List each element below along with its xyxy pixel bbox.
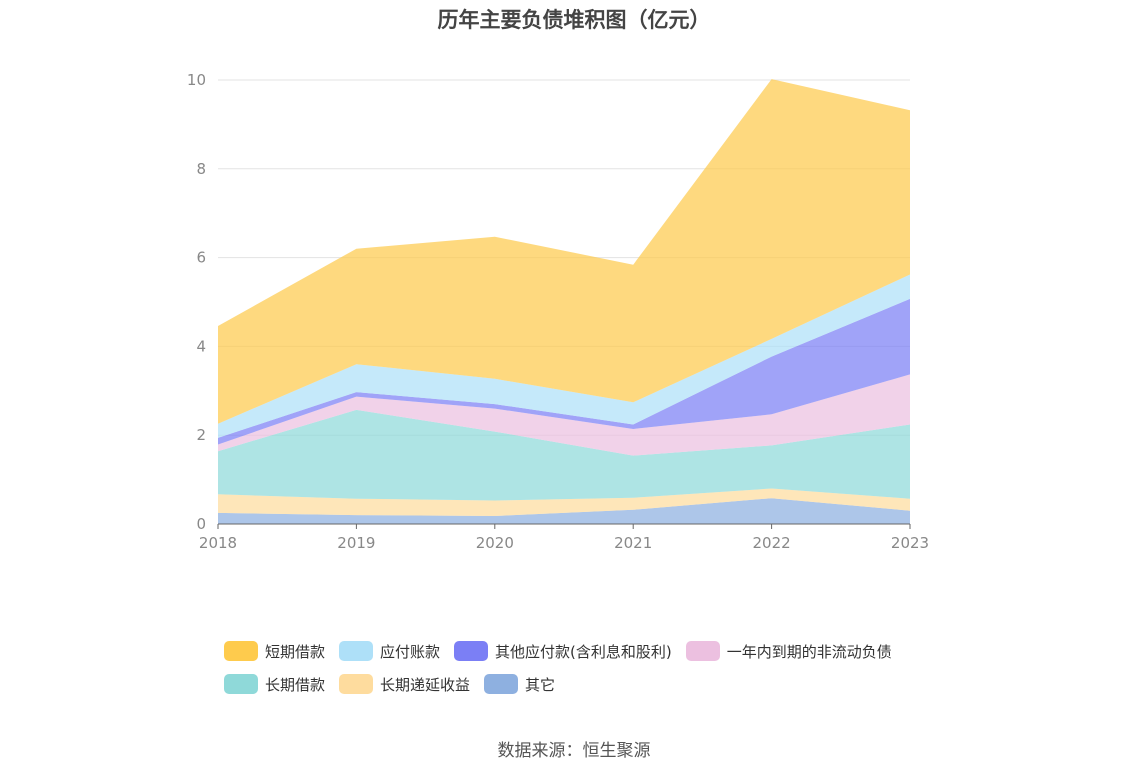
legend-label: 短期借款 [265, 642, 326, 661]
legend-item[interactable]: 其他应付款(含利息和股利) [454, 641, 672, 662]
chart-title: 历年主要负债堆积图（亿元） [437, 8, 711, 32]
area-series-2 [218, 409, 910, 501]
y-tick-label: 6 [196, 249, 206, 267]
area-series-1 [218, 488, 910, 516]
legend-label: 其它 [525, 675, 556, 694]
legend-item[interactable]: 长期借款 [224, 674, 325, 695]
x-tick-label: 2021 [614, 534, 652, 552]
legend-item[interactable]: 短期借款 [224, 641, 325, 662]
y-tick-label: 10 [187, 71, 206, 89]
legend-item[interactable]: 长期递延收益 [339, 674, 470, 695]
x-tick-label: 2018 [199, 534, 237, 552]
legend-item[interactable]: 其它 [484, 674, 555, 695]
x-tick-label: 2019 [337, 534, 375, 552]
legend-swatch [685, 641, 720, 661]
axes: 0 2 4 6 8 10 2018 2019 2020 2021 2022 2023 [187, 71, 929, 552]
legend-swatch [454, 641, 489, 661]
legend-row: 长期借款 长期递延收益 其它 [224, 673, 984, 695]
x-tick-label: 2022 [753, 534, 791, 552]
legend-label: 长期递延收益 [380, 675, 471, 694]
legend-label: 长期借款 [265, 675, 326, 694]
data-source: 数据来源：恒生聚源 [497, 741, 651, 761]
x-tick-label: 2023 [891, 534, 929, 552]
y-tick-label: 2 [196, 426, 206, 444]
area-series-6 [218, 79, 910, 424]
legend-item[interactable]: 一年内到期的非流动负债 [685, 641, 892, 662]
y-tick-label: 0 [196, 515, 206, 533]
legend-label: 其他应付款(含利息和股利) [495, 642, 672, 661]
area-series-4 [218, 298, 910, 445]
legend-label: 应付账款 [380, 642, 441, 661]
area-series-0 [218, 498, 910, 524]
legend-row: 短期借款 应付账款 其他应付款(含利息和股利) 一年内到期的非流动负债 [224, 640, 984, 662]
legend-swatch [339, 641, 374, 661]
y-tick-label: 8 [196, 160, 206, 178]
area-series-3 [218, 374, 910, 456]
legend-label: 一年内到期的非流动负债 [726, 642, 892, 661]
legend: 短期借款 应付账款 其他应付款(含利息和股利) 一年内到期的非流动负债长期借款 长期递延… [224, 640, 984, 706]
area-layers [218, 79, 910, 524]
legend-swatch [224, 674, 258, 694]
legend-swatch [484, 674, 519, 694]
x-tick-label: 2020 [476, 534, 514, 552]
area-series-5 [218, 274, 910, 438]
y-tick-label: 4 [196, 337, 206, 355]
legend-swatch [339, 674, 374, 694]
legend-item[interactable]: 应付账款 [339, 641, 440, 662]
legend-swatch [224, 641, 258, 661]
